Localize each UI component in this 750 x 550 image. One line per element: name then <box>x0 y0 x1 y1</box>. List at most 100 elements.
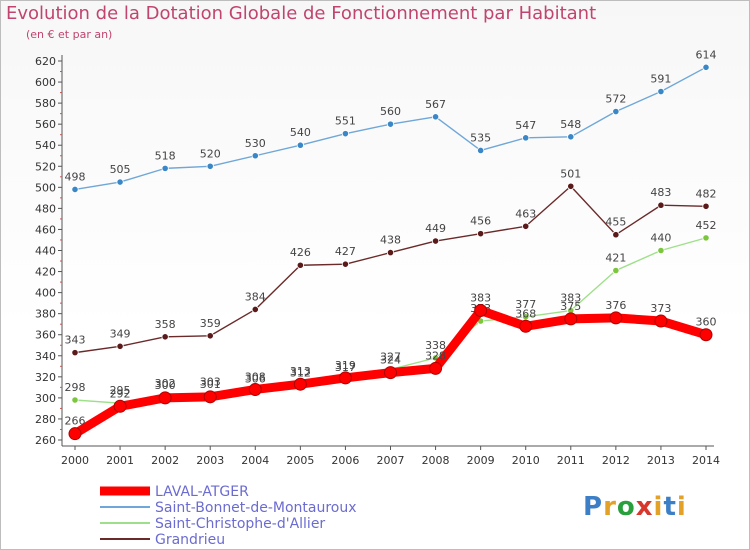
y-tick-label: 480 <box>35 202 56 215</box>
data-label: 482 <box>696 187 717 200</box>
x-tick-label: 2006 <box>331 454 359 467</box>
data-label: 560 <box>380 105 401 118</box>
y-tick-label: 320 <box>35 371 56 384</box>
data-point <box>609 311 623 325</box>
data-label: 483 <box>650 186 671 199</box>
data-point <box>702 202 710 210</box>
data-label: 383 <box>560 292 581 305</box>
data-point <box>251 152 259 160</box>
data-point <box>296 141 304 149</box>
data-label: 375 <box>560 300 581 313</box>
data-label: 547 <box>515 119 536 132</box>
data-label: 520 <box>200 147 221 160</box>
data-label: 376 <box>605 299 626 312</box>
data-point <box>474 304 488 318</box>
data-point <box>477 230 485 238</box>
data-label: 313 <box>290 365 311 378</box>
data-label: 572 <box>605 93 626 106</box>
data-label: 343 <box>65 334 86 347</box>
data-point <box>522 134 530 142</box>
data-point <box>699 328 713 342</box>
y-tick-label: 560 <box>35 118 56 131</box>
data-label: 383 <box>470 292 491 305</box>
data-point <box>158 391 172 405</box>
y-tick-label: 260 <box>35 434 56 447</box>
data-label: 548 <box>560 118 581 131</box>
data-label: 306 <box>245 373 266 386</box>
data-point <box>431 113 440 121</box>
legend-label: Saint-Christophe-d'Allier <box>155 516 325 532</box>
data-label: 303 <box>200 376 221 389</box>
axes: 260 280 300 320 340 360 380 400 420 440 460 480 500 5… <box>35 55 720 467</box>
data-point <box>702 63 710 71</box>
data-point <box>612 266 620 275</box>
data-point <box>657 87 665 96</box>
data-point <box>116 178 124 186</box>
data-label: 449 <box>425 222 446 235</box>
data-label: 427 <box>335 245 356 258</box>
x-tick-label: 2007 <box>377 454 405 467</box>
data-label: 373 <box>650 302 671 315</box>
data-point <box>341 130 350 138</box>
data-point <box>161 164 169 172</box>
data-label: 455 <box>605 216 626 229</box>
data-label: 463 <box>515 207 536 220</box>
data-label: 518 <box>155 149 176 162</box>
data-point <box>71 349 79 357</box>
y-tick-label: 500 <box>35 181 56 194</box>
data-point <box>113 399 127 413</box>
data-point <box>206 162 214 170</box>
data-point <box>341 260 350 268</box>
data-point <box>654 314 668 328</box>
data-point <box>251 305 259 314</box>
data-point <box>206 332 214 340</box>
legend: LAVAL-ATGERSaint-Bonnet-de-MontaurouxSai… <box>100 484 357 548</box>
x-tick-label: 2009 <box>467 454 495 467</box>
data-point <box>429 361 443 375</box>
data-label: 312 <box>290 366 311 379</box>
data-point <box>612 231 620 239</box>
legend-label: Grandrieu <box>155 532 225 548</box>
y-tick-label: 540 <box>35 139 56 152</box>
data-point <box>567 182 575 190</box>
data-point <box>161 333 169 341</box>
data-point <box>116 342 124 350</box>
data-label: 498 <box>65 170 86 183</box>
x-tick-label: 2008 <box>422 454 450 467</box>
y-tick-label: 380 <box>35 308 56 321</box>
data-label: 505 <box>110 163 131 176</box>
data-label: 328 <box>425 349 446 362</box>
data-point <box>248 382 262 396</box>
data-label: 456 <box>470 215 491 228</box>
data-label: 501 <box>560 167 581 180</box>
data-label: 368 <box>515 307 536 320</box>
legend-label: Saint-Bonnet-de-Montauroux <box>155 500 357 516</box>
data-point <box>657 201 665 209</box>
data-label: 540 <box>290 126 311 139</box>
y-tick-label: 340 <box>35 350 56 363</box>
x-tick-label: 2001 <box>106 454 134 467</box>
data-label: 614 <box>696 48 717 61</box>
data-label: 301 <box>200 378 221 391</box>
data-label: 327 <box>380 350 401 363</box>
data-label: 295 <box>110 384 131 397</box>
data-point <box>384 366 397 380</box>
y-tick-label: 580 <box>35 97 56 110</box>
data-label: 591 <box>650 73 671 86</box>
data-label: 300 <box>155 379 176 392</box>
data-label: 530 <box>245 137 266 150</box>
data-label: 308 <box>245 370 266 383</box>
data-point <box>71 396 79 404</box>
data-point <box>386 249 395 257</box>
series-saint-bonnet-de-montauroux: 498 505 518 520 530 540 551 560 567 535 547 548 572 5… <box>65 48 717 194</box>
y-tick-label: 400 <box>35 287 56 300</box>
data-point <box>431 237 440 245</box>
data-label: 302 <box>155 377 176 390</box>
series-grandrieu: 343 349 358 359 384 426 427 438 449 456 463 501 455 4… <box>65 167 717 357</box>
data-label: 426 <box>290 246 311 259</box>
data-label: 567 <box>425 98 446 111</box>
data-point <box>477 146 485 155</box>
y-tick-label: 360 <box>35 329 56 342</box>
series-layer: 498 505 518 520 530 540 551 560 567 535 547 548 572 5… <box>65 48 717 441</box>
data-label: 438 <box>380 234 401 247</box>
